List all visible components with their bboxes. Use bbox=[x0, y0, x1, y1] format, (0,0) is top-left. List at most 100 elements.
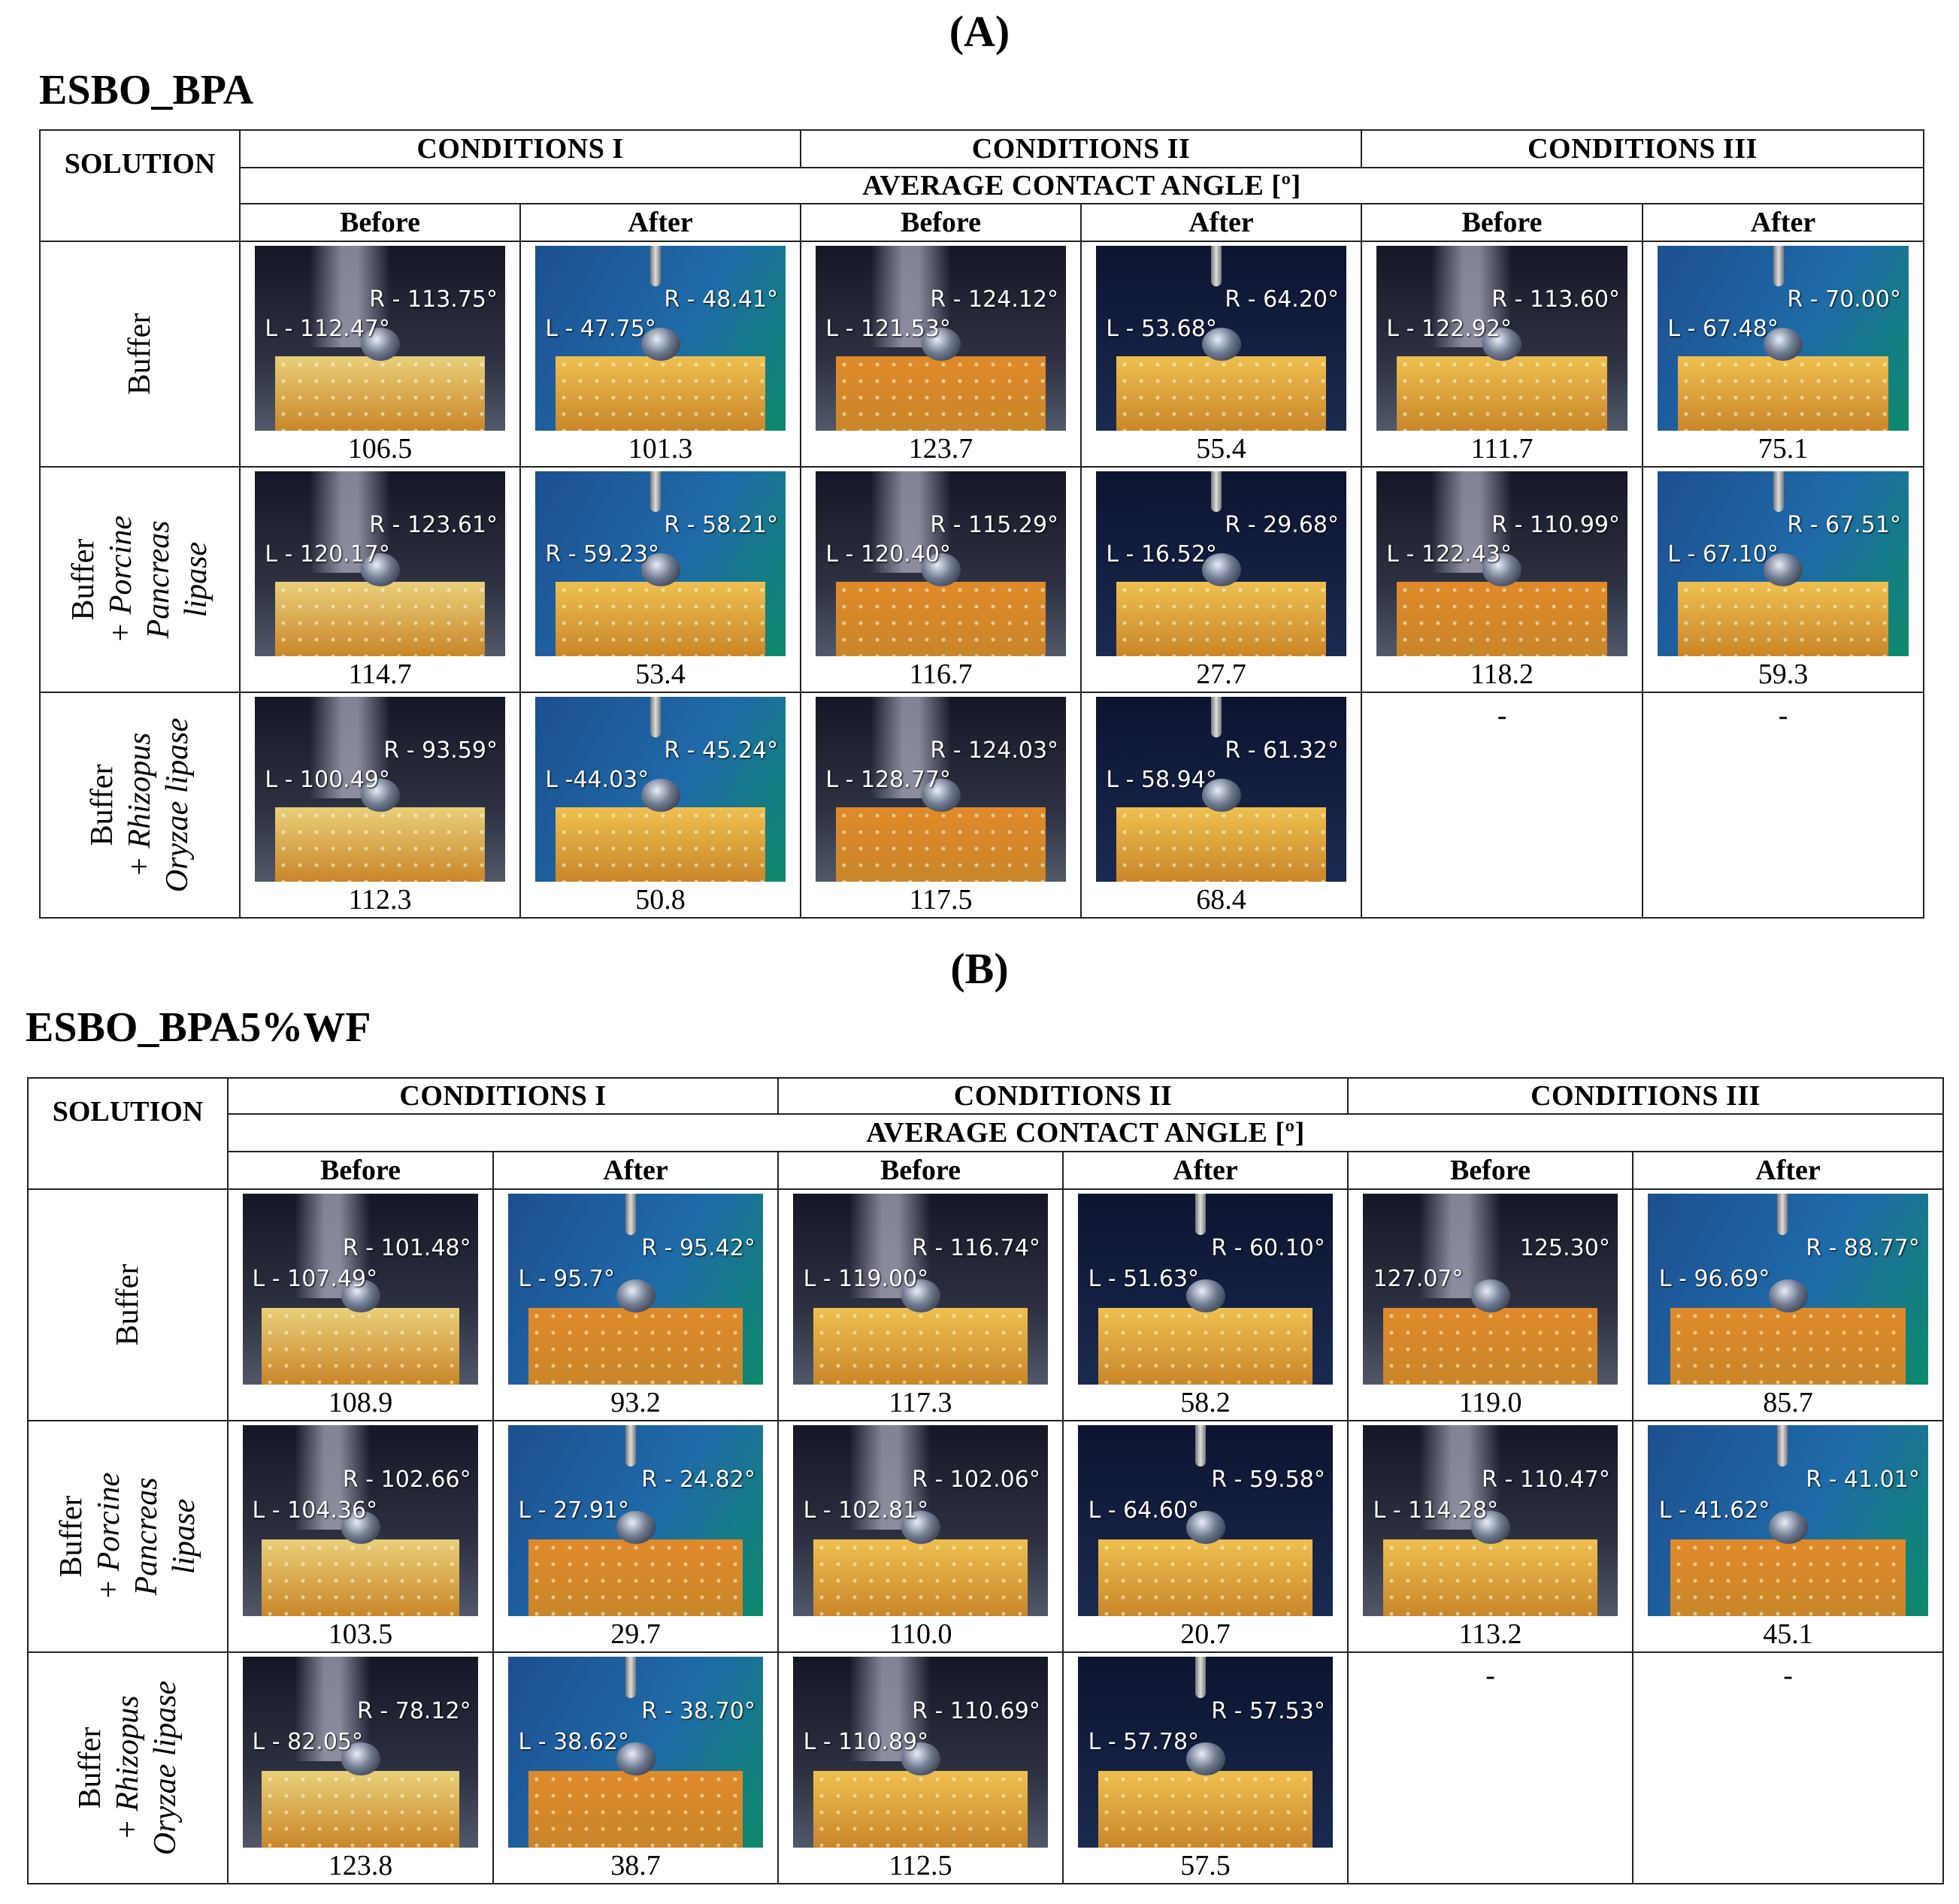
water-droplet bbox=[921, 553, 961, 587]
solution-line: lipase bbox=[167, 1498, 201, 1575]
water-droplet bbox=[1482, 328, 1522, 362]
right-angle-label: R - 124.12° bbox=[930, 286, 1059, 313]
left-angle-label: L - 112.47° bbox=[265, 315, 390, 342]
sample-specimen bbox=[813, 1770, 1028, 1848]
sample-specimen bbox=[274, 807, 486, 882]
water-droplet bbox=[640, 328, 680, 362]
after-header: After bbox=[492, 1151, 780, 1190]
droplet-photo: L - 119.00° R - 116.74° bbox=[793, 1193, 1049, 1385]
sample-specimen bbox=[1116, 582, 1327, 656]
after-header: After bbox=[519, 203, 802, 242]
sample-specimen bbox=[1677, 356, 1889, 431]
droplet-photo: L - 100.49° R - 93.59° bbox=[255, 696, 505, 882]
sample-specimen bbox=[1670, 1307, 1906, 1385]
average-contact-angle-value: 59.3 bbox=[1642, 656, 1925, 693]
conditions-header: CONDITIONS II bbox=[800, 129, 1363, 168]
right-angle-label: R - 59.58° bbox=[1211, 1467, 1325, 1494]
solution-label: Buffer + Porcine Pancreas lipase bbox=[39, 466, 241, 693]
water-droplet bbox=[1201, 779, 1241, 813]
left-angle-label: L - 64.60° bbox=[1088, 1497, 1200, 1524]
right-angle-label: R - 60.10° bbox=[1211, 1235, 1325, 1262]
average-contact-angle-value: 57.5 bbox=[1062, 1848, 1349, 1884]
sample-specimen bbox=[835, 582, 1046, 656]
droplet-photo: L - 110.89° R - 110.69° bbox=[793, 1656, 1049, 1848]
droplet-photo: L - 122.43° R - 110.99° bbox=[1376, 471, 1628, 656]
contact-angle-photo-cell: L - 57.78° R - 57.53° bbox=[1062, 1651, 1349, 1848]
droplet-photo: L - 104.36° R - 102.66° bbox=[243, 1424, 478, 1616]
right-angle-label: R - 113.60° bbox=[1491, 286, 1620, 313]
water-droplet bbox=[1768, 1510, 1808, 1544]
contact-angle-photo-cell: L - 16.52° R - 29.68° bbox=[1080, 466, 1363, 656]
droplet-photo: L - 67.10° R - 67.51° bbox=[1658, 471, 1909, 656]
solution-label: Buffer + Rhizopus Oryzae lipase bbox=[27, 1651, 229, 1884]
sample-specimen bbox=[555, 582, 766, 656]
right-angle-label: R - 124.03° bbox=[930, 737, 1059, 764]
panel-b-letter: (B) bbox=[950, 944, 1009, 993]
left-angle-label: L - 120.17° bbox=[265, 540, 390, 568]
water-droplet bbox=[640, 553, 680, 587]
panel-b-title: ESBO_BPA5%WF bbox=[26, 1004, 371, 1051]
sample-specimen bbox=[1383, 1307, 1597, 1385]
contact-angle-photo-cell: L - 120.40° R - 115.29° bbox=[800, 466, 1082, 656]
sample-specimen bbox=[835, 356, 1046, 431]
conditions-header: CONDITIONS I bbox=[226, 1077, 780, 1115]
left-angle-label: L - 16.52° bbox=[1106, 540, 1217, 568]
droplet-photo: L - 96.69° R - 88.77° bbox=[1648, 1193, 1929, 1385]
after-header: After bbox=[1062, 1151, 1349, 1190]
left-angle-label: L - 96.69° bbox=[1658, 1266, 1770, 1293]
right-angle-label: R - 38.70° bbox=[641, 1698, 755, 1725]
contact-angle-table-b: SOLUTION CONDITIONS I CONDITIONS II CONDITI… bbox=[27, 1077, 1945, 1884]
water-droplet bbox=[1482, 553, 1522, 587]
droplet-photo: L - 121.53° R - 124.12° bbox=[816, 245, 1067, 431]
droplet-photo: L - 120.40° R - 115.29° bbox=[816, 471, 1067, 656]
water-droplet bbox=[1768, 1279, 1808, 1312]
average-contact-angle-header: AVERAGE CONTACT ANGLE [º] bbox=[226, 1113, 1945, 1152]
average-contact-angle-value: 85.7 bbox=[1632, 1385, 1945, 1421]
empty-cell: - bbox=[1632, 1651, 1945, 1884]
contact-angle-photo-cell: L - 128.77° R - 124.03° bbox=[800, 692, 1082, 882]
sample-specimen bbox=[528, 1307, 743, 1385]
contact-angle-photo-cell: L - 96.69° R - 88.77° bbox=[1632, 1188, 1945, 1385]
solution-label: Buffer bbox=[27, 1188, 229, 1421]
solution-line: Buffer bbox=[123, 313, 157, 395]
left-angle-label: 127.07° bbox=[1373, 1266, 1464, 1293]
average-contact-angle-value: 118.2 bbox=[1361, 656, 1644, 693]
right-angle-label: R - 113.75° bbox=[369, 286, 498, 313]
average-contact-angle-value: 50.8 bbox=[519, 882, 802, 919]
contact-angle-photo-cell: L - 95.7° R - 95.42° bbox=[492, 1188, 780, 1385]
contact-angle-photo-cell: 127.07° 125.30° bbox=[1347, 1188, 1634, 1385]
water-droplet bbox=[341, 1742, 380, 1775]
water-droplet bbox=[1201, 328, 1241, 362]
average-contact-angle-value: 101.3 bbox=[519, 431, 802, 468]
droplet-photo: L - 58.94° R - 61.32° bbox=[1096, 696, 1347, 882]
average-contact-angle-value: 45.1 bbox=[1632, 1616, 1945, 1653]
droplet-photo: L - 102.81° R - 102.06° bbox=[793, 1424, 1049, 1616]
empty-cell: - bbox=[1642, 692, 1925, 919]
water-droplet bbox=[1185, 1742, 1225, 1775]
conditions-header: CONDITIONS II bbox=[777, 1077, 1349, 1115]
right-angle-label: R - 45.24° bbox=[664, 737, 779, 764]
droplet-photo: L - 47.75° R - 48.41° bbox=[535, 245, 786, 431]
droplet-photo: L - 64.60° R - 59.58° bbox=[1078, 1424, 1334, 1616]
right-angle-label: R - 29.68° bbox=[1225, 511, 1340, 538]
average-contact-angle-value: 112.5 bbox=[777, 1848, 1064, 1884]
sample-specimen bbox=[528, 1539, 743, 1616]
average-contact-angle-value: 123.7 bbox=[800, 431, 1082, 468]
average-contact-angle-header: AVERAGE CONTACT ANGLE [º] bbox=[238, 167, 1925, 204]
water-droplet bbox=[901, 1742, 940, 1775]
contact-angle-photo-cell: L - 102.81° R - 102.06° bbox=[777, 1420, 1064, 1616]
water-droplet bbox=[360, 779, 400, 813]
droplet-photo: L - 38.62° R - 38.70° bbox=[508, 1656, 763, 1848]
droplet-photo: L - 128.77° R - 124.03° bbox=[816, 696, 1067, 882]
right-angle-label: R - 48.41° bbox=[664, 286, 779, 313]
left-angle-label: L - 67.48° bbox=[1667, 315, 1779, 342]
empty-cell: - bbox=[1361, 692, 1644, 919]
average-contact-angle-value: 116.7 bbox=[800, 656, 1082, 693]
solution-line: Buffer bbox=[85, 764, 120, 846]
droplet-photo: L - 82.05° R - 78.12° bbox=[243, 1656, 478, 1848]
solution-line: Buffer bbox=[54, 1495, 89, 1578]
solution-line: + Porcine bbox=[104, 515, 138, 644]
right-angle-label: R - 57.53° bbox=[1211, 1698, 1325, 1725]
right-angle-label: R - 93.59° bbox=[383, 737, 498, 764]
right-angle-label: R - 110.47° bbox=[1482, 1467, 1610, 1494]
